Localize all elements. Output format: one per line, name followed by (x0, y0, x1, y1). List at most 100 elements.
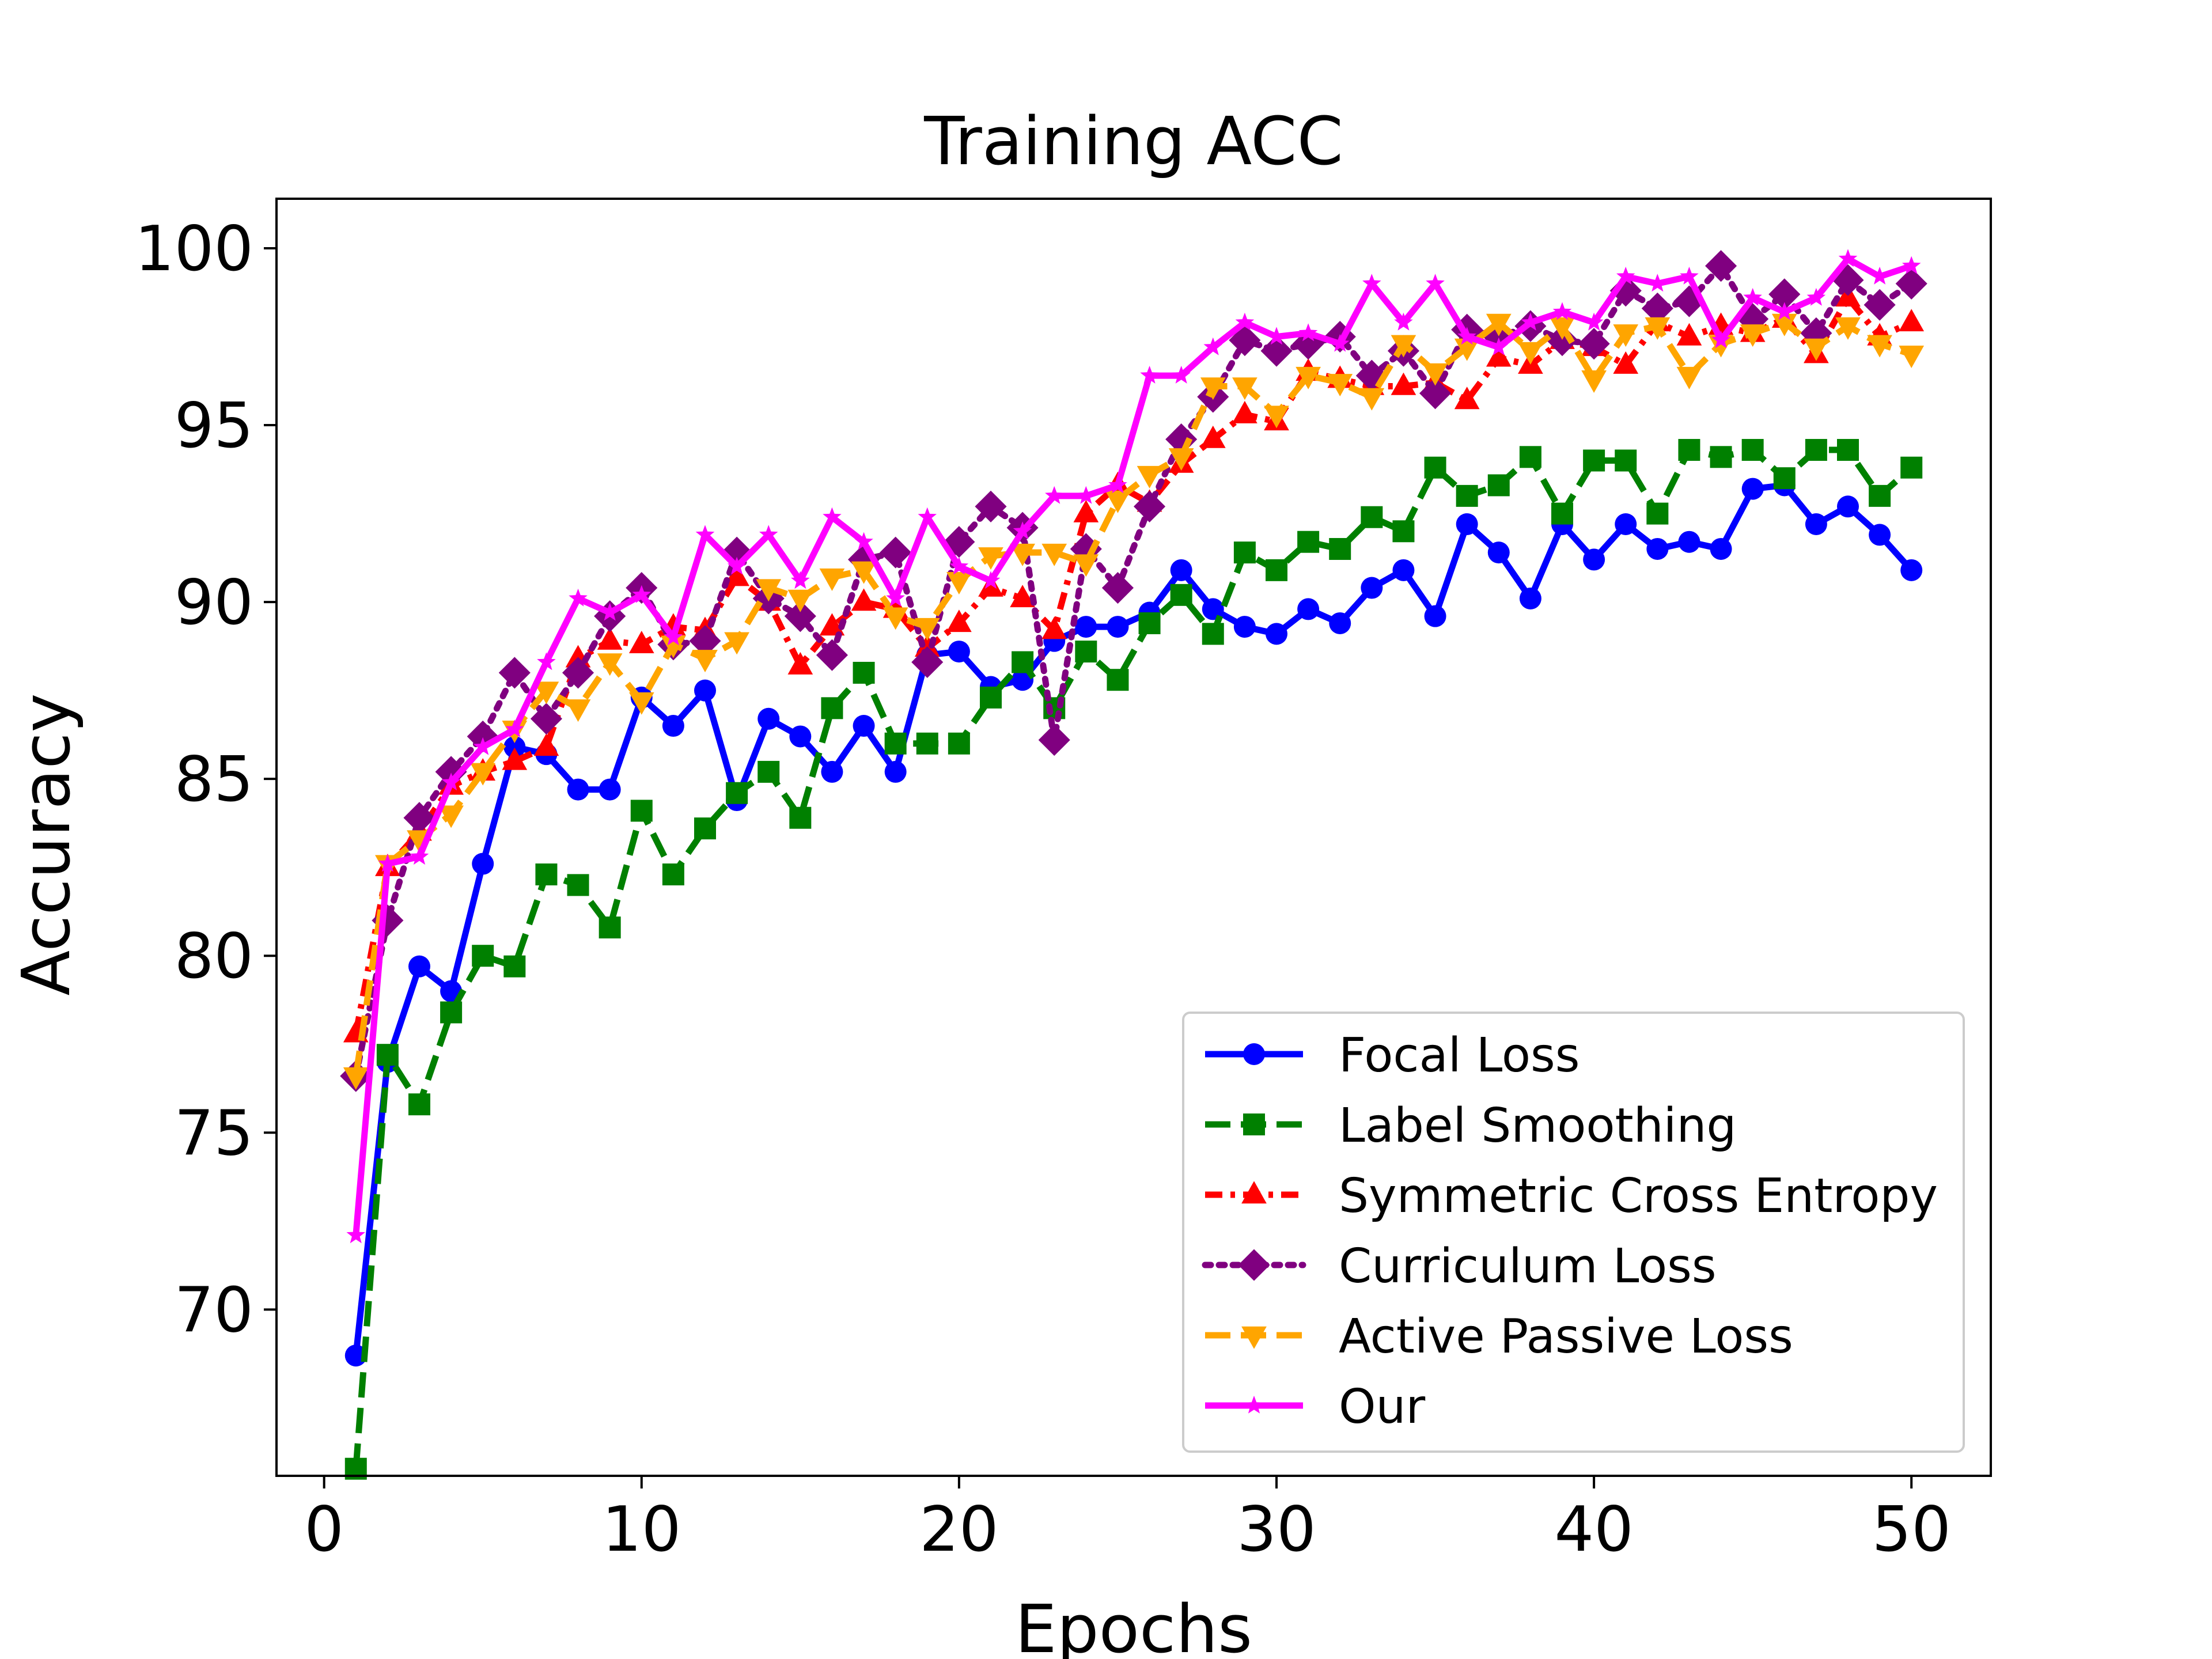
legend-label: Focal Loss (1339, 1028, 1580, 1083)
data-point (599, 778, 621, 801)
data-point (1202, 598, 1224, 620)
data-point (1107, 616, 1129, 638)
data-point (943, 526, 975, 558)
data-point (975, 490, 1007, 522)
data-point (1424, 605, 1446, 627)
data-point (1235, 312, 1255, 331)
data-point (819, 568, 845, 591)
data-point (1768, 278, 1801, 310)
data-point (628, 692, 654, 715)
legend-label: Label Smoothing (1339, 1099, 1736, 1153)
data-point (1077, 486, 1096, 504)
data-point (948, 732, 970, 755)
data-point (694, 679, 716, 702)
data-point (1641, 292, 1673, 324)
y-tick-label: 80 (175, 921, 253, 993)
data-point (505, 719, 524, 737)
data-point (1838, 249, 1858, 267)
data-point (1521, 312, 1540, 331)
data-point (948, 641, 970, 663)
data-point (1202, 623, 1224, 645)
data-point (376, 1044, 399, 1066)
data-point (1705, 250, 1737, 282)
data-point (1743, 287, 1762, 306)
data-point (1584, 312, 1604, 331)
series-active-passive-loss (343, 313, 1925, 1090)
data-point (1108, 475, 1127, 494)
data-point (1613, 351, 1639, 374)
data-point (724, 632, 749, 655)
data-point (789, 806, 812, 829)
data-point (597, 627, 623, 650)
data-point (759, 525, 778, 543)
data-point (1168, 448, 1194, 471)
data-point (1391, 335, 1416, 358)
x-tick-label: 10 (602, 1494, 681, 1566)
data-point (1266, 623, 1287, 645)
y-tick-label: 85 (175, 744, 253, 816)
data-point (1583, 449, 1605, 472)
data-point (1835, 317, 1861, 340)
y-tick-label: 75 (175, 1097, 253, 1169)
x-axis-label: Epochs (1015, 1591, 1252, 1659)
data-point (600, 603, 619, 621)
data-point (727, 556, 747, 575)
data-point (1519, 446, 1541, 468)
data-point (533, 681, 559, 704)
data-point (1899, 346, 1925, 368)
y-tick-label: 90 (175, 567, 253, 639)
data-point (1804, 338, 1829, 361)
data-point (911, 646, 944, 679)
data-point (789, 725, 812, 748)
data-point (1013, 521, 1032, 540)
data-point (1266, 559, 1287, 581)
data-point (1900, 456, 1923, 479)
data-point (791, 571, 810, 589)
data-point (1260, 335, 1293, 367)
data-point (1546, 324, 1578, 357)
data-point (1519, 587, 1541, 609)
data-point (1422, 363, 1448, 386)
data-point (1869, 484, 1891, 507)
data-point (1137, 465, 1162, 488)
data-point (1296, 366, 1321, 389)
data-point (757, 707, 780, 730)
data-point (1616, 267, 1635, 285)
data-point (661, 635, 686, 658)
data-point (1075, 641, 1097, 663)
legend-label: Curriculum Loss (1339, 1239, 1717, 1294)
data-point (1551, 502, 1573, 525)
data-point (1837, 439, 1859, 461)
data-point (441, 772, 461, 791)
data-point (1454, 338, 1480, 361)
data-point (1457, 327, 1476, 345)
data-point (724, 563, 749, 586)
data-point (914, 634, 940, 657)
data-point (854, 532, 873, 550)
legend-label: Active Passive Loss (1339, 1309, 1793, 1364)
data-point (664, 627, 683, 646)
data-point (597, 653, 623, 676)
data-point (562, 657, 594, 689)
data-point (1331, 334, 1350, 352)
data-point (1233, 616, 1256, 638)
data-point (1172, 366, 1191, 384)
plot-area (275, 198, 1992, 1480)
data-point (1362, 274, 1381, 292)
data-point (502, 747, 528, 770)
data-point (851, 588, 877, 611)
data-point (1646, 537, 1669, 560)
legend-item: Label Smoothing (1205, 1099, 1736, 1153)
data-point (1775, 302, 1794, 320)
data-point (1165, 423, 1198, 456)
data-point (1578, 328, 1610, 360)
x-tick-label: 50 (1872, 1494, 1951, 1566)
x-tick-label: 20 (919, 1494, 998, 1566)
data-point (1870, 267, 1889, 285)
x-tick-label: 40 (1554, 1494, 1633, 1566)
data-point (628, 631, 654, 654)
data-point (787, 652, 813, 675)
data-point (1678, 531, 1700, 553)
data-point (821, 697, 843, 719)
data-point (1391, 372, 1416, 395)
